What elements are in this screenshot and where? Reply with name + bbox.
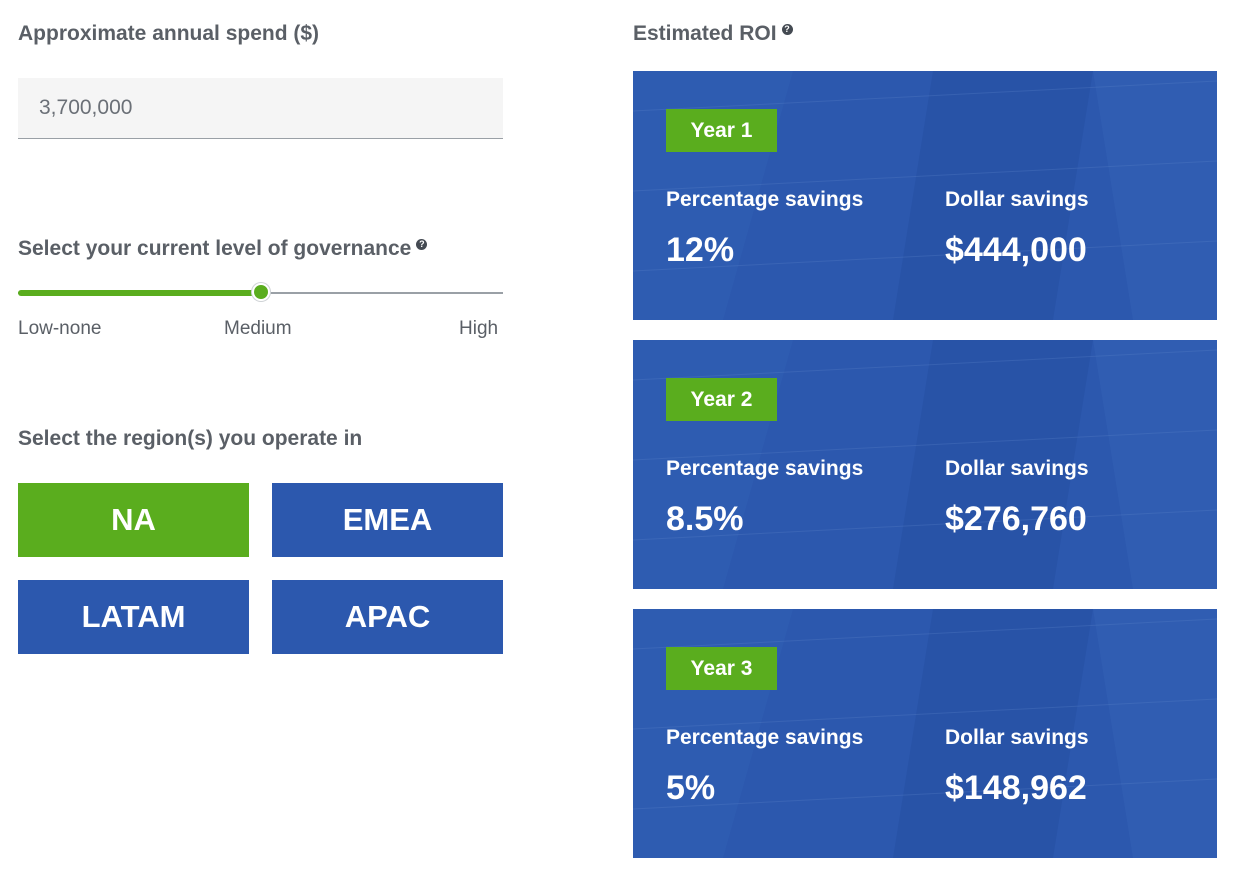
spend-label: Approximate annual spend ($) <box>18 22 320 45</box>
governance-slider-thumb[interactable] <box>251 283 270 301</box>
percentage-savings-label: Percentage savings <box>666 188 864 211</box>
percentage-savings-label: Percentage savings <box>666 457 864 480</box>
percentage-savings-value: 5% <box>666 769 716 807</box>
dollar-savings-value: $444,000 <box>945 231 1087 269</box>
region-button-na[interactable]: NA <box>18 483 249 557</box>
region-button-latam[interactable]: LATAM <box>18 580 249 654</box>
percentage-savings-value: 8.5% <box>666 500 744 538</box>
percentage-savings-value: 12% <box>666 231 735 269</box>
governance-label-text: Select your current level of governance <box>18 237 412 260</box>
annual-spend-input[interactable] <box>18 78 503 139</box>
region-label: Select the region(s) you operate in <box>18 427 363 450</box>
roi-label-text: Estimated ROI <box>633 22 777 45</box>
dollar-savings-value: $276,760 <box>945 500 1087 538</box>
roi-label: Estimated ROI? <box>633 22 793 46</box>
roi-card-year-3: Year 3 Percentage savings Dollar savings… <box>633 609 1217 858</box>
year-badge: Year 2 <box>666 378 777 421</box>
governance-label: Select your current level of governance? <box>18 237 428 261</box>
region-button-emea[interactable]: EMEA <box>272 483 503 557</box>
tick-medium[interactable]: Medium <box>224 318 292 339</box>
year-badge: Year 3 <box>666 647 777 690</box>
dollar-savings-label: Dollar savings <box>945 726 1089 749</box>
dollar-savings-value: $148,962 <box>945 769 1087 807</box>
tick-low-none[interactable]: Low-none <box>18 318 102 339</box>
question-circle-icon[interactable]: ? <box>781 24 793 35</box>
governance-slider-fill <box>18 290 261 296</box>
year-badge: Year 1 <box>666 109 777 152</box>
roi-card-year-1: Year 1 Percentage savings Dollar savings… <box>633 71 1217 320</box>
dollar-savings-label: Dollar savings <box>945 188 1089 211</box>
dollar-savings-label: Dollar savings <box>945 457 1089 480</box>
tick-high[interactable]: High <box>459 318 499 339</box>
roi-card-year-2: Year 2 Percentage savings Dollar savings… <box>633 340 1217 589</box>
region-button-apac[interactable]: APAC <box>272 580 503 654</box>
percentage-savings-label: Percentage savings <box>666 726 864 749</box>
question-circle-icon[interactable]: ? <box>416 239 428 250</box>
